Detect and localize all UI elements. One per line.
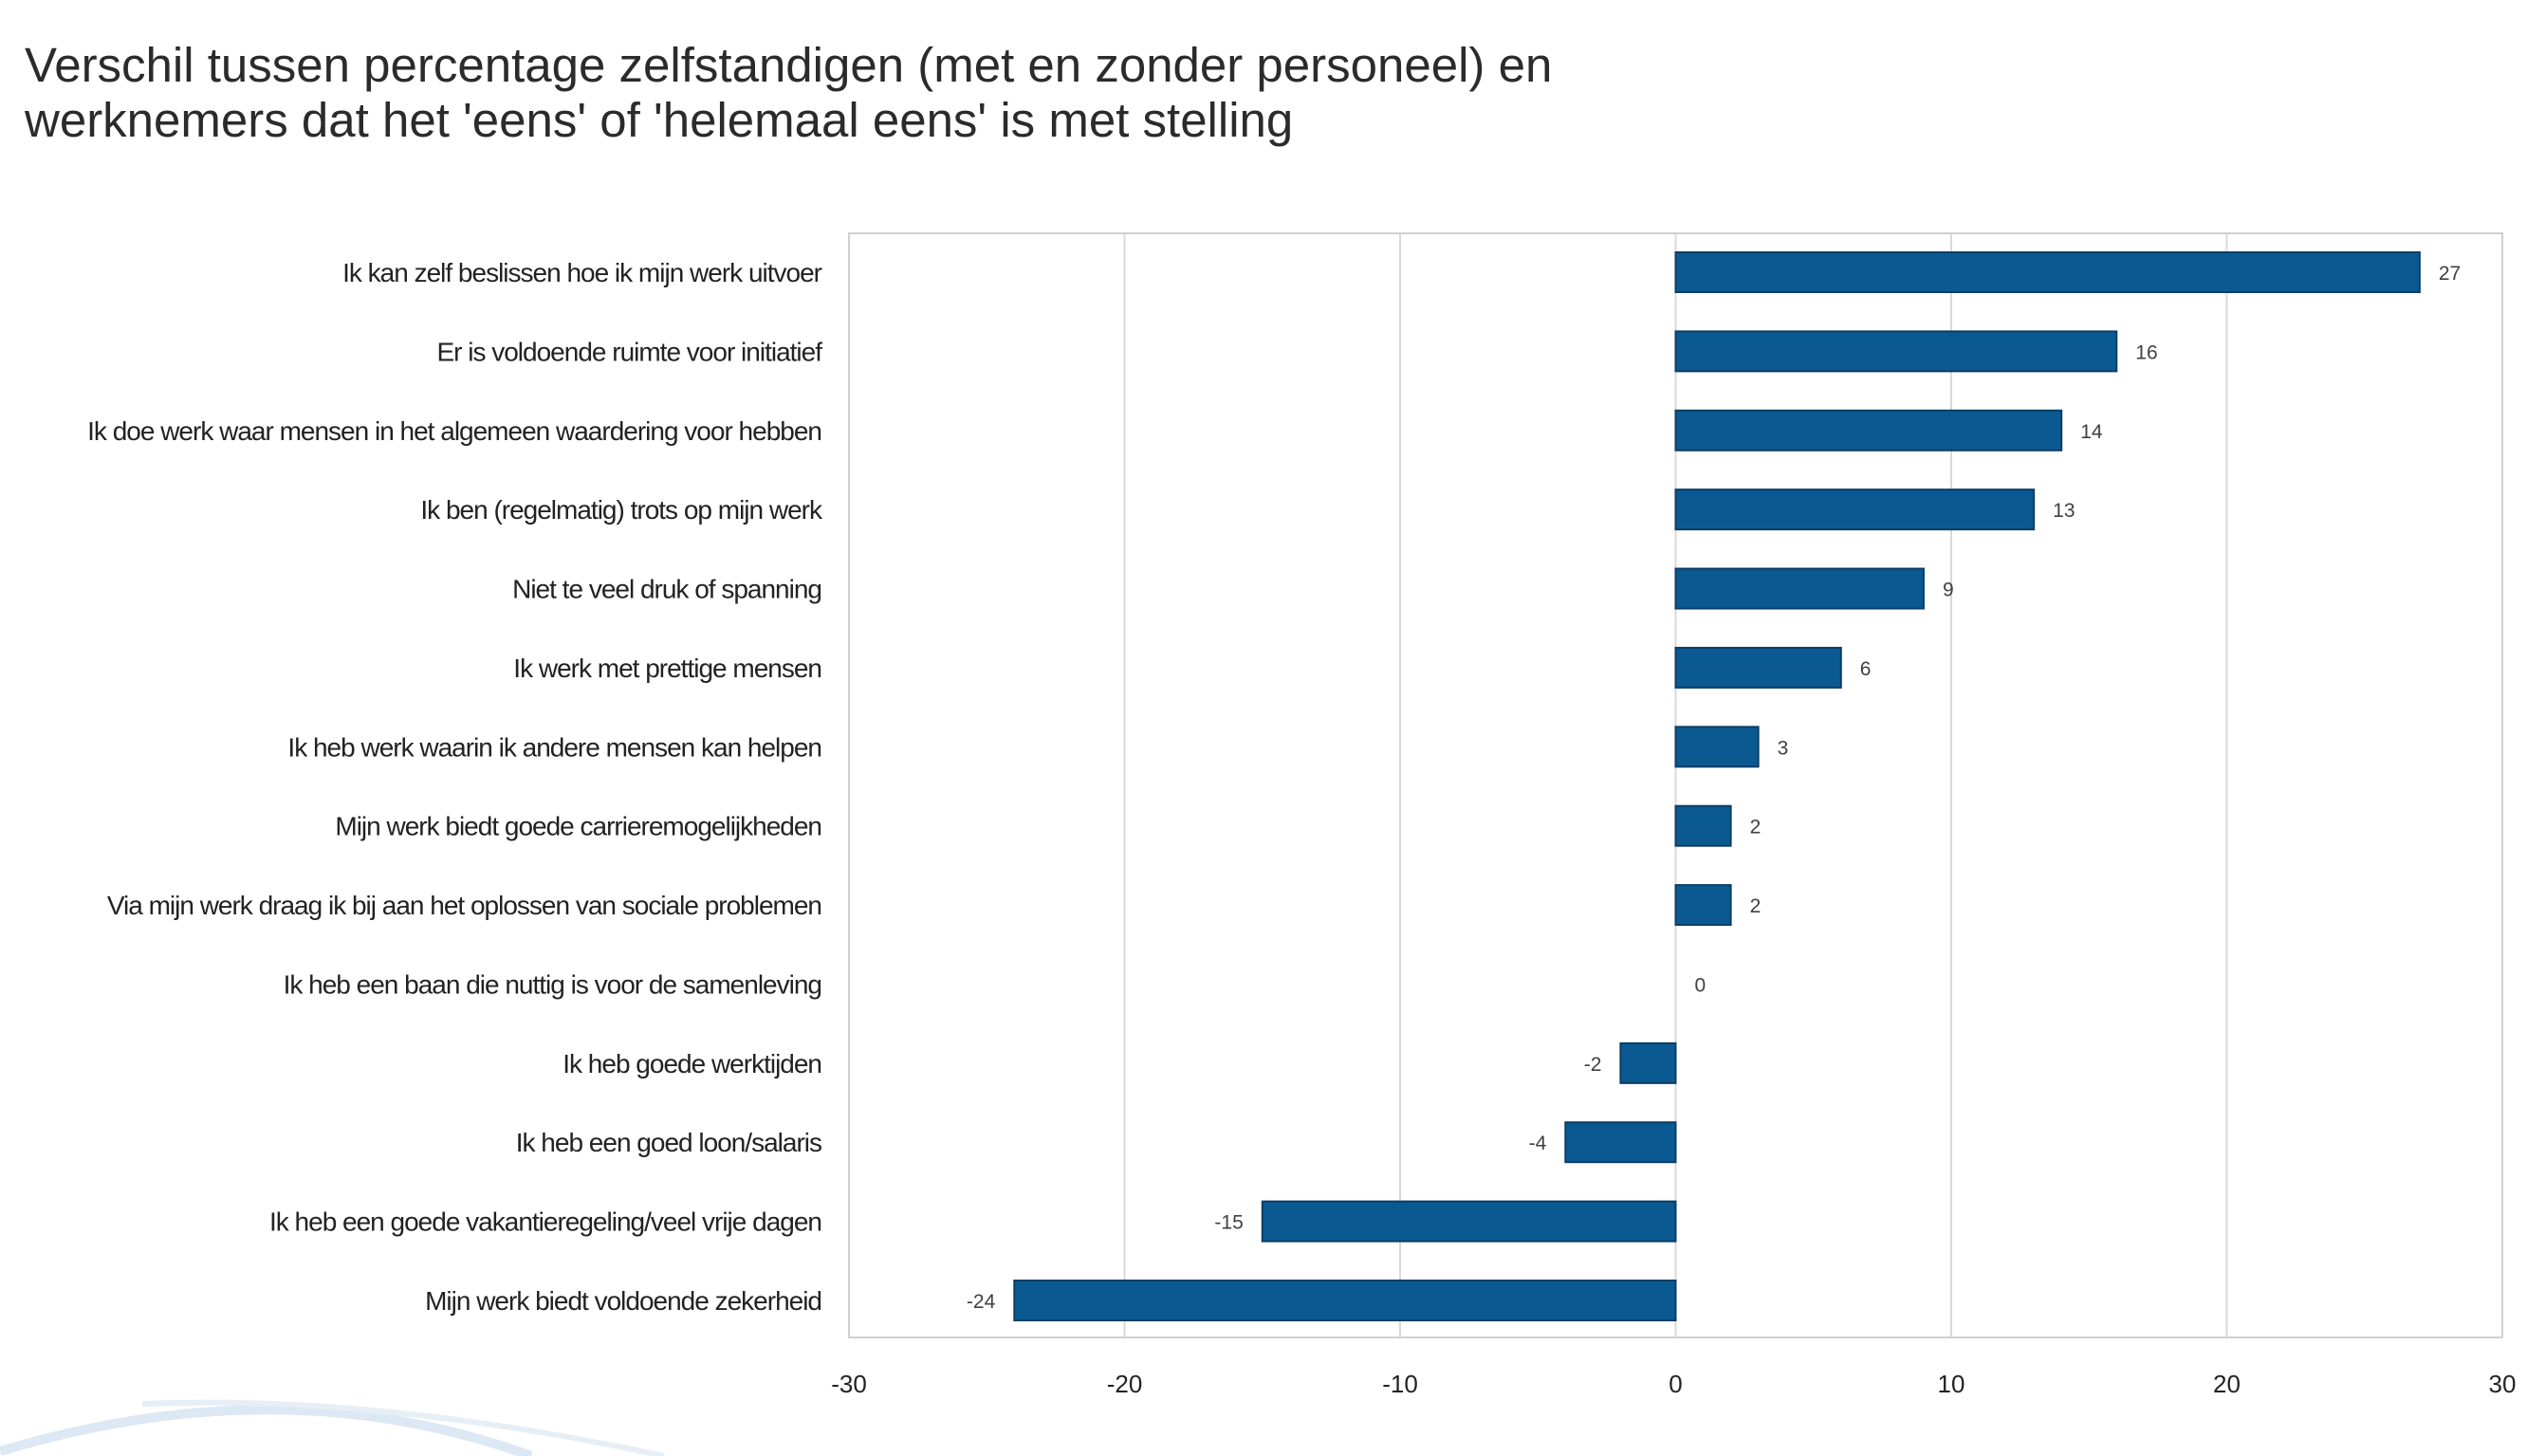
bars [1013, 251, 2421, 1321]
category-label: Mijn werk biedt voldoende zekerheid [425, 1286, 821, 1316]
data-label: 9 [1943, 580, 1954, 601]
category-label: Niet te veel druk of spanning [512, 575, 821, 604]
bar [1674, 251, 2421, 293]
data-label: 2 [1750, 817, 1762, 839]
bar [1674, 884, 1732, 927]
bar [1013, 1280, 1677, 1321]
data-label: 0 [1695, 974, 1706, 996]
x-axis-ticks: -30 -20 -10 0 10 20 30 [831, 1370, 2516, 1398]
x-tick-label: -20 [1107, 1370, 1143, 1398]
data-label: -2 [1584, 1054, 1602, 1076]
decorative-swoosh [0, 1399, 665, 1456]
data-label: -15 [1214, 1212, 1243, 1234]
bar [1674, 726, 1760, 768]
category-label: Ik heb een goede vakantieregeling/veel v… [269, 1207, 821, 1237]
bar [1674, 488, 2036, 531]
category-label: Ik ben (regelmatig) trots op mijn werk [420, 495, 823, 525]
data-label: 13 [2053, 500, 2075, 522]
data-label: 14 [2080, 421, 2103, 443]
x-tick-label: 10 [1938, 1370, 1965, 1398]
bar [1674, 646, 1842, 689]
data-label: -24 [967, 1291, 996, 1313]
chart-title-line-2: werknemers dat het 'eens' of 'helemaal e… [25, 93, 1294, 147]
data-label: 6 [1860, 658, 1872, 680]
bar [1674, 409, 2063, 452]
category-labels: Ik kan zelf beslissen hoe ik mijn werk u… [87, 258, 824, 1316]
category-label: Er is voldoende ruimte voor initiatief [436, 337, 822, 366]
x-tick-label: -10 [1382, 1370, 1418, 1398]
chart-title-line-1: Verschil tussen percentage zelfstandigen… [25, 38, 1553, 92]
x-tick-label: 20 [2213, 1370, 2241, 1398]
x-tick-label: 30 [2489, 1370, 2517, 1398]
data-labels: 27 16 14 13 9 6 3 2 2 0 -2 -4 -15 -24 [967, 263, 2461, 1313]
bar [1674, 804, 1732, 847]
category-label: Ik heb werk waarin ik andere mensen kan … [287, 732, 821, 762]
category-label: Via mijn werk draag ik bij aan het oplos… [107, 891, 821, 920]
data-label: 16 [2135, 341, 2157, 363]
x-tick-label: 0 [1669, 1370, 1682, 1398]
category-label: Ik heb een baan die nuttig is voor de sa… [284, 969, 821, 999]
data-label: 27 [2439, 263, 2461, 285]
category-label: Ik doe werk waar mensen in het algemeen … [87, 416, 821, 446]
bar [1674, 567, 1925, 610]
plot-area-border [848, 232, 2503, 1338]
gridlines [1123, 233, 2228, 1337]
bar [1674, 330, 2118, 373]
data-label: -4 [1529, 1133, 1547, 1154]
bar [1564, 1121, 1677, 1164]
bar [1619, 1041, 1677, 1084]
chart-title: Verschil tussen percentage zelfstandigen… [25, 38, 1552, 148]
category-label: Ik heb een goed loon/salaris [516, 1128, 821, 1157]
data-label: 2 [1750, 895, 1762, 917]
x-tick-label: -30 [831, 1370, 867, 1398]
category-label: Mijn werk biedt goede carrieremogelijkhe… [335, 812, 821, 841]
data-label: 3 [1778, 737, 1789, 759]
bar [1261, 1200, 1677, 1243]
category-label: Ik heb goede werktijden [563, 1049, 821, 1078]
category-label: Ik kan zelf beslissen hoe ik mijn werk u… [342, 258, 822, 287]
category-label: Ik werk met prettige mensen [513, 654, 821, 683]
